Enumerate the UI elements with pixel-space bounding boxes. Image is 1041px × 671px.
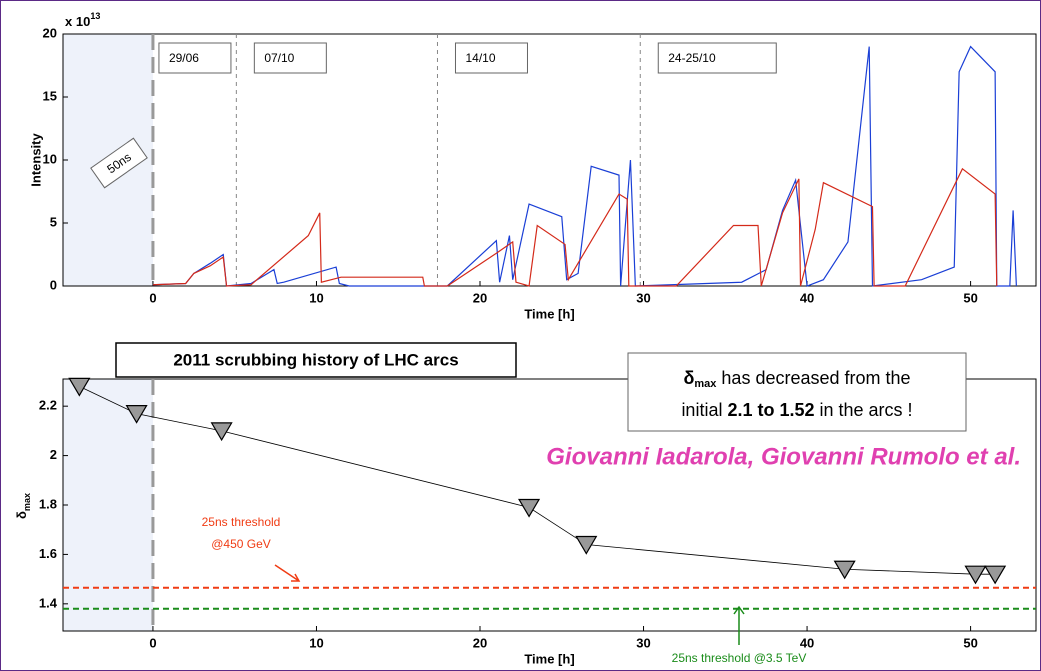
period-label: 07/10 <box>264 51 294 65</box>
y-axis-label: δmax <box>14 493 32 519</box>
marker <box>575 535 598 555</box>
y-tick-label: 15 <box>43 88 57 103</box>
multiplier-base: x 10 <box>65 14 90 29</box>
y-tick-label: 2 <box>50 447 57 462</box>
chart-title: 2011 scrubbing history of LHC arcs <box>173 350 458 369</box>
threshold-arrow <box>733 605 745 645</box>
y-tick-label: 1.4 <box>39 595 58 610</box>
marker <box>125 404 148 424</box>
multiplier-exp: 13 <box>90 11 100 21</box>
marker <box>210 422 233 442</box>
x-tick-label: 10 <box>309 635 323 650</box>
note-bold: 2.1 to 1.52 <box>727 400 814 420</box>
period-label: 29/06 <box>169 51 199 65</box>
period-label: 14/10 <box>465 51 495 65</box>
x-tick-label: 30 <box>636 635 650 650</box>
x-tick-label: 0 <box>149 290 156 305</box>
series-line <box>152 167 998 287</box>
x-tick-label: 10 <box>309 290 323 305</box>
note-text: in the arcs ! <box>815 400 913 420</box>
x-tick-label: 30 <box>636 290 650 305</box>
note-line: initial 2.1 to 1.52 in the arcs ! <box>681 400 912 420</box>
series-line <box>152 45 1017 287</box>
period-box <box>657 42 777 74</box>
title-box <box>115 342 517 378</box>
series-line <box>79 386 996 575</box>
x-axis-label: Time [h] <box>524 651 574 666</box>
x-tick-label: 50 <box>963 290 977 305</box>
y-tick-label: 2.2 <box>39 398 57 413</box>
x-tick-label: 20 <box>473 635 487 650</box>
x-tick-label: 20 <box>473 290 487 305</box>
x-tick-label: 50 <box>963 635 977 650</box>
note-line: δmax has decreased from the <box>683 368 910 390</box>
y-tick-label: 20 <box>43 25 57 40</box>
multiplier: x 1013 <box>65 11 100 29</box>
note-delta: δ <box>683 368 694 388</box>
threshold-label: @450 GeV <box>211 537 271 551</box>
marker <box>518 498 541 518</box>
marker <box>984 565 1007 585</box>
y-tick-label: 0 <box>50 277 57 292</box>
y-tick-label: 10 <box>43 151 57 166</box>
marker <box>68 377 91 397</box>
x-tick-label: 40 <box>800 290 814 305</box>
note-box <box>627 352 967 432</box>
y-axis-label: Intensity <box>28 133 43 187</box>
y-label-sub: max <box>22 493 32 511</box>
y-label-main: δ <box>14 511 29 519</box>
threshold-label: 25ns threshold <box>202 515 281 529</box>
period-label: 24-25/10 <box>668 51 716 65</box>
threshold-label: 25ns threshold @3.5 TeV <box>672 651 807 665</box>
note-text: initial <box>681 400 727 420</box>
x-tick-label: 40 <box>800 635 814 650</box>
period-box <box>253 42 327 74</box>
y-tick-label: 5 <box>50 214 57 229</box>
marker <box>964 565 987 585</box>
author: Giovanni Iadarola, Giovanni Rumolo et al… <box>546 443 1021 470</box>
y-tick-label: 1.8 <box>39 496 57 511</box>
regime-frame <box>90 137 148 189</box>
y-tick-label: 1.6 <box>39 546 57 561</box>
period-box <box>158 42 232 74</box>
note-sub: max <box>694 378 717 390</box>
note-text: has decreased from the <box>716 368 910 388</box>
threshold-arrow <box>274 564 301 582</box>
x-tick-label: 0 <box>149 635 156 650</box>
x-axis-label: Time [h] <box>524 306 574 321</box>
marker <box>833 560 856 580</box>
period-box <box>454 42 528 74</box>
